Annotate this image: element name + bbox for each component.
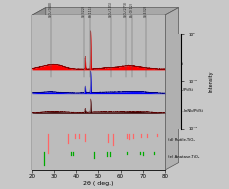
Polygon shape — [32, 8, 46, 170]
Polygon shape — [32, 15, 165, 170]
Text: Si(432): Si(432) — [144, 5, 148, 17]
Text: Bi O(12): Bi O(12) — [130, 3, 134, 17]
Text: SiO₂(040): SiO₂(040) — [49, 1, 53, 17]
Y-axis label: Intensity: Intensity — [209, 70, 213, 92]
Text: (b) TiO₂/Pt/Si: (b) TiO₂/Pt/Si — [168, 88, 193, 92]
Text: SiO₂(273): SiO₂(273) — [124, 1, 128, 17]
Text: Pt(111): Pt(111) — [88, 5, 92, 17]
Text: (a) Pt/Si: (a) Pt/Si — [168, 62, 184, 66]
Text: (c) TiO₂-InNb/Pt/Si: (c) TiO₂-InNb/Pt/Si — [168, 109, 203, 113]
X-axis label: 2θ ( deg.): 2θ ( deg.) — [83, 181, 114, 186]
Text: (d) Rutile-TiO₂: (d) Rutile-TiO₂ — [168, 138, 195, 142]
Text: Si(322): Si(322) — [82, 5, 86, 17]
Polygon shape — [165, 8, 179, 170]
Text: SiO₂(101): SiO₂(101) — [109, 1, 113, 17]
Polygon shape — [32, 8, 179, 15]
Text: (e) Anatase-TiO₂: (e) Anatase-TiO₂ — [168, 155, 200, 159]
